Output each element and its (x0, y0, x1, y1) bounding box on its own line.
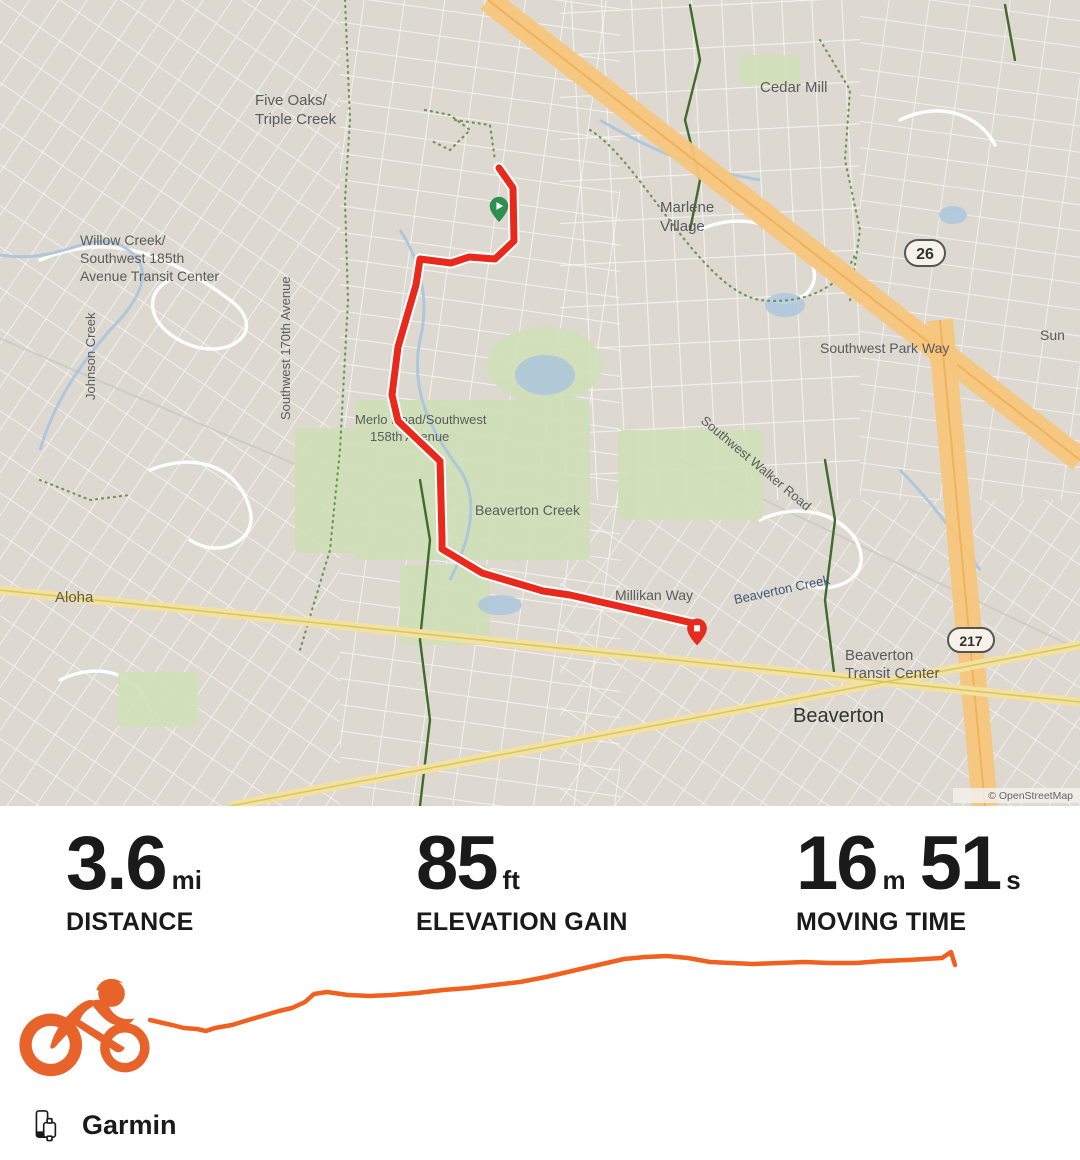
svg-text:Transit Center: Transit Center (845, 665, 939, 682)
svg-text:Willow Creek/: Willow Creek/ (80, 232, 166, 248)
svg-text:Beaverton Creek: Beaverton Creek (475, 502, 581, 518)
svg-text:Beaverton: Beaverton (845, 647, 913, 664)
svg-text:Aloha: Aloha (55, 589, 94, 606)
svg-text:Marlene: Marlene (660, 199, 714, 216)
svg-text:Southwest Park Way: Southwest Park Way (820, 340, 949, 356)
svg-text:Cedar Mill: Cedar Mill (760, 79, 828, 96)
svg-text:Beaverton: Beaverton (793, 705, 884, 727)
svg-text:Southwest 185th: Southwest 185th (80, 250, 184, 266)
svg-text:Johnson Creek: Johnson Creek (83, 312, 98, 400)
svg-text:Merlo Road/Southwest: Merlo Road/Southwest (355, 412, 487, 427)
svg-text:Millikan Way: Millikan Way (615, 587, 693, 603)
svg-text:217: 217 (959, 633, 983, 649)
svg-text:Five Oaks/: Five Oaks/ (255, 92, 328, 109)
svg-text:Avenue Transit Center: Avenue Transit Center (80, 268, 219, 284)
svg-text:Village: Village (660, 218, 705, 235)
svg-text:Southwest 170th Avenue: Southwest 170th Avenue (278, 276, 293, 420)
svg-text:© OpenStreetMap: © OpenStreetMap (988, 790, 1073, 802)
svg-text:Sun: Sun (1040, 327, 1065, 343)
svg-text:26: 26 (916, 246, 934, 263)
svg-text:Triple Creek: Triple Creek (255, 111, 337, 128)
